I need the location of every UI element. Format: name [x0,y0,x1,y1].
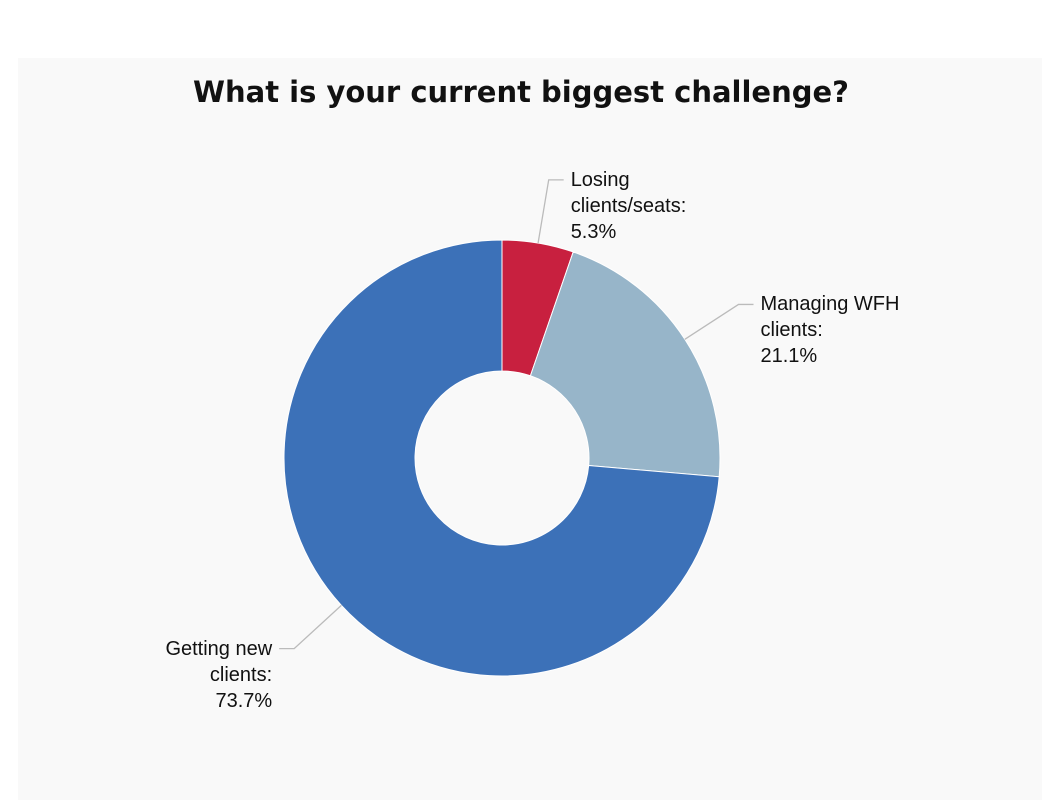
slice-label: Losing clients/seats: 5.3% [571,167,721,245]
leader-line [537,179,564,244]
category-label: Managing WFH clients: [760,293,900,342]
slice-label: Getting new clients: 73.7% [132,636,272,714]
value-label: 21.1% [760,345,818,368]
leader-line [684,303,754,340]
donut-slice [283,239,720,677]
category-label: Getting new clients: [165,637,273,686]
chart-panel [18,58,1042,800]
donut-slice [529,251,721,478]
category-label: Losing clients/seats: [570,168,687,217]
value-label: 5.3% [570,220,617,243]
chart-title: What is your current biggest challenge? [193,75,849,109]
value-label: 73.7% [215,689,273,712]
slice-label: Managing WFH clients: 21.1% [761,291,936,369]
leader-line [279,604,342,650]
